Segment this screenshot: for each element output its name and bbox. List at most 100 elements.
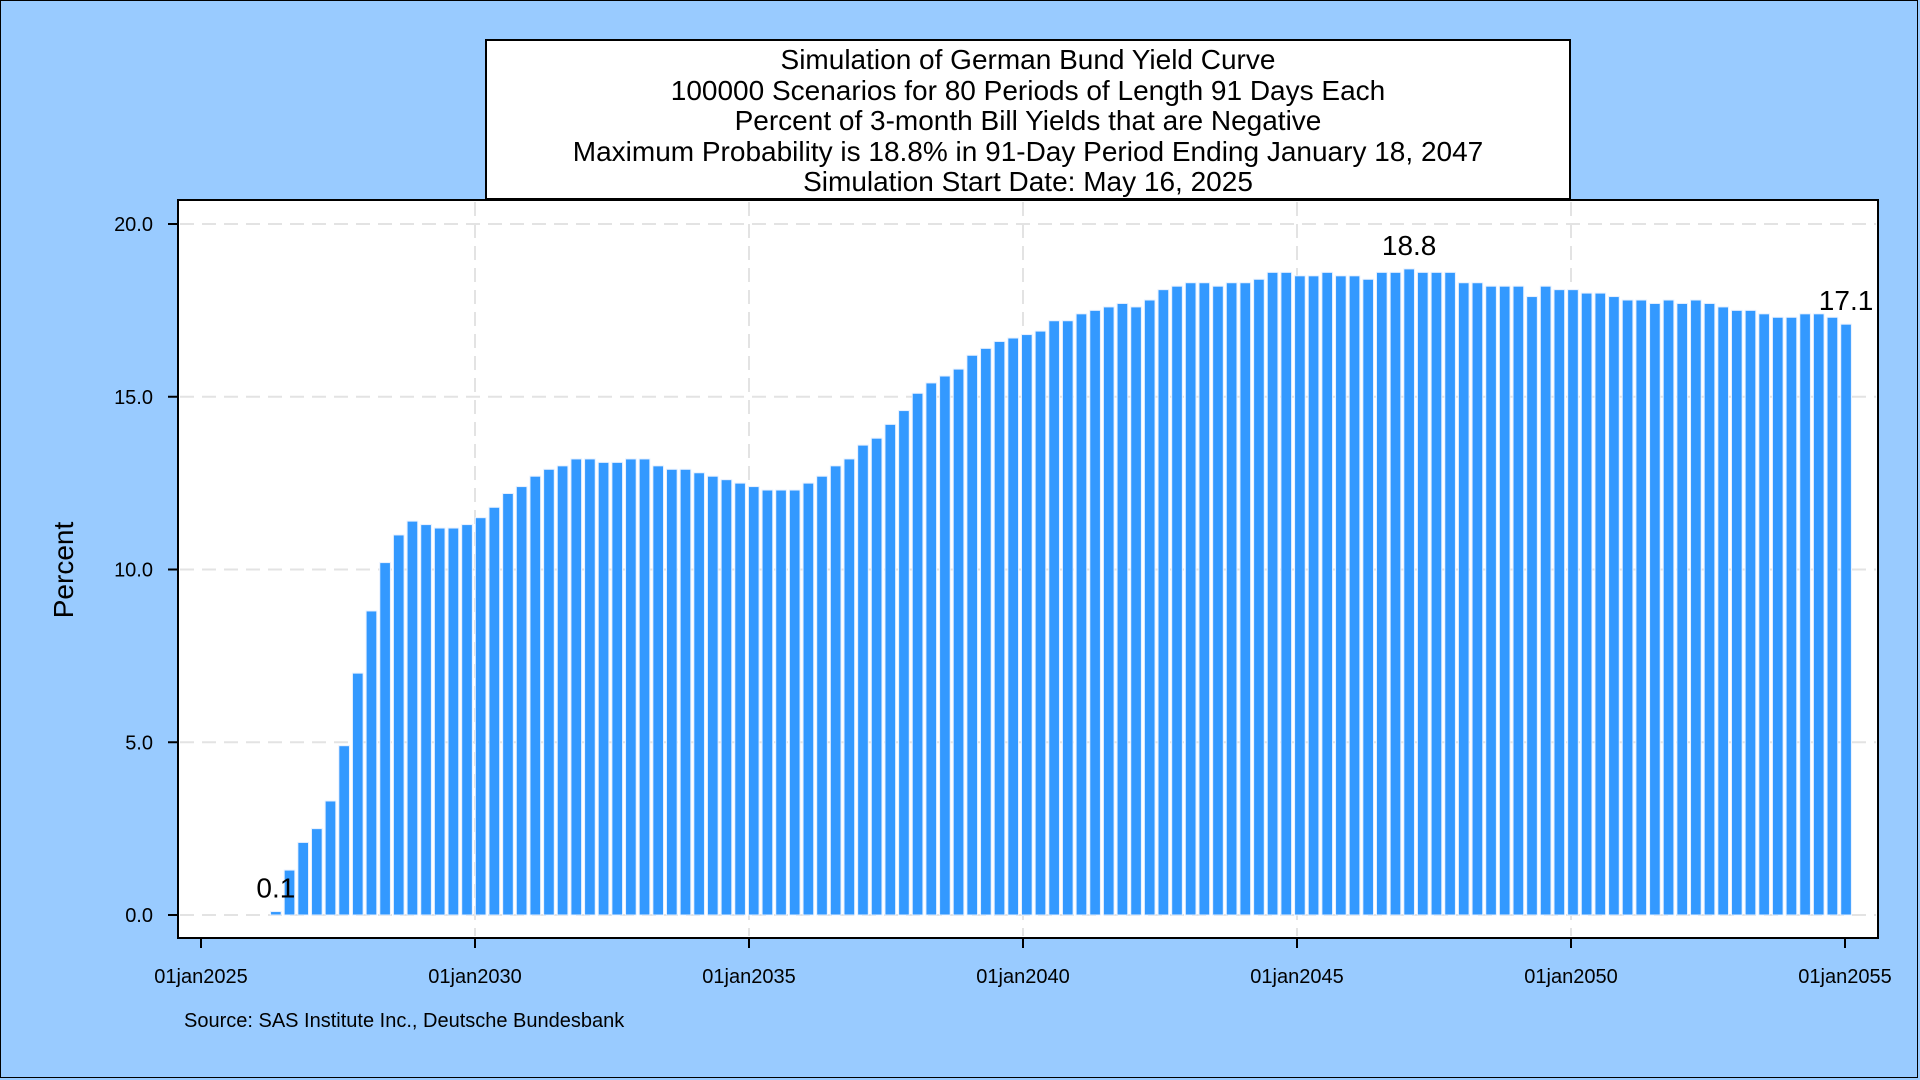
bar <box>1416 271 1429 916</box>
bar <box>1744 309 1757 916</box>
bar <box>1061 320 1074 916</box>
data-label: 17.1 <box>1819 285 1874 316</box>
bar <box>515 486 528 916</box>
bar <box>474 517 487 916</box>
bar <box>884 423 897 916</box>
bar <box>420 524 432 916</box>
bar <box>898 410 910 916</box>
bar <box>1362 278 1374 916</box>
bar <box>1403 268 1415 916</box>
chart-title-box: Simulation of German Bund Yield Curve 10… <box>485 39 1571 200</box>
bar <box>1717 306 1729 916</box>
bar <box>1034 330 1047 916</box>
bar <box>447 527 460 916</box>
bar <box>529 475 542 916</box>
bar <box>1294 275 1306 916</box>
bar <box>556 465 569 916</box>
bar <box>1335 275 1347 916</box>
bar <box>1485 285 1497 916</box>
y-tick-label: 15.0 <box>114 387 153 409</box>
bar <box>1430 271 1443 916</box>
x-tick-label: 01jan2050 <box>1524 966 1617 988</box>
bar <box>980 347 992 916</box>
bar <box>1321 271 1334 916</box>
bar <box>1280 271 1293 916</box>
data-label: 0.1 <box>256 873 295 904</box>
bar <box>311 828 323 916</box>
bar <box>1075 313 1088 916</box>
bar <box>857 444 869 916</box>
bar <box>1826 316 1839 916</box>
bar <box>1771 316 1784 916</box>
axis-layer: 0.0 5.0 10.0 15.0 20.0 01jan2025 01jan2030 01ja… <box>114 214 1892 988</box>
bar <box>1730 309 1743 916</box>
bar <box>966 354 979 916</box>
bar <box>666 468 678 916</box>
bar <box>338 745 350 916</box>
x-tick-label: 01jan2055 <box>1798 966 1891 988</box>
data-labels-layer: 0.1 18.8 17.1 <box>256 230 1873 904</box>
bar <box>911 392 924 916</box>
bar <box>829 465 842 916</box>
bar <box>570 458 583 916</box>
bar <box>1102 306 1115 916</box>
bar <box>365 610 378 916</box>
bar <box>1266 271 1279 916</box>
bar <box>1225 282 1238 916</box>
bar <box>1758 313 1770 916</box>
title-line-2: 100000 Scenarios for 80 Periods of Lengt… <box>670 74 1386 106</box>
bar <box>1375 271 1388 916</box>
bar <box>1307 275 1320 916</box>
bar <box>993 340 1006 916</box>
bar <box>788 489 801 916</box>
bar <box>1143 299 1156 916</box>
bar <box>843 458 856 916</box>
bar <box>625 458 637 916</box>
title-line-5: Simulation Start Date: May 16, 2025 <box>803 166 1253 197</box>
bar <box>1608 296 1620 916</box>
bar <box>638 458 651 916</box>
x-tick-label: 01jan2025 <box>154 966 247 988</box>
bar <box>392 534 405 916</box>
bar <box>1539 285 1552 916</box>
bar <box>1690 299 1702 916</box>
bar <box>679 468 692 916</box>
bar <box>1498 285 1511 916</box>
bar <box>406 520 419 916</box>
bar <box>1594 292 1607 916</box>
bars-layer <box>270 268 1852 916</box>
x-tick-label: 01jan2040 <box>976 966 1069 988</box>
bar <box>775 489 787 916</box>
bar <box>1512 285 1525 916</box>
bar <box>1703 302 1716 916</box>
bar <box>1007 337 1019 916</box>
bar <box>1676 302 1689 916</box>
x-tick-label: 01jan2035 <box>702 966 795 988</box>
bar <box>1785 316 1798 916</box>
bar <box>952 368 965 916</box>
bar <box>1662 299 1675 916</box>
bar <box>1567 289 1579 916</box>
bar <box>1021 334 1033 916</box>
bar <box>270 911 282 916</box>
bar <box>502 492 514 916</box>
title-line-4: Maximum Probability is 18.8% in 91-Day P… <box>572 135 1484 167</box>
bar <box>1649 302 1661 916</box>
bar <box>379 562 391 916</box>
bar <box>734 482 746 916</box>
bar <box>543 468 555 916</box>
data-label: 18.8 <box>1382 230 1437 261</box>
bar <box>1171 285 1183 916</box>
bar <box>1389 271 1402 916</box>
y-tick-label: 0.0 <box>125 905 153 927</box>
bar <box>1089 309 1101 916</box>
bar <box>1457 282 1470 916</box>
bar <box>939 375 951 916</box>
bar <box>351 672 364 916</box>
bar <box>925 382 938 916</box>
source-note: Source: SAS Institute Inc., Deutsche Bun… <box>184 1010 625 1032</box>
bar <box>747 486 760 916</box>
title-line-1: Simulation of German Bund Yield Curve <box>780 44 1276 75</box>
